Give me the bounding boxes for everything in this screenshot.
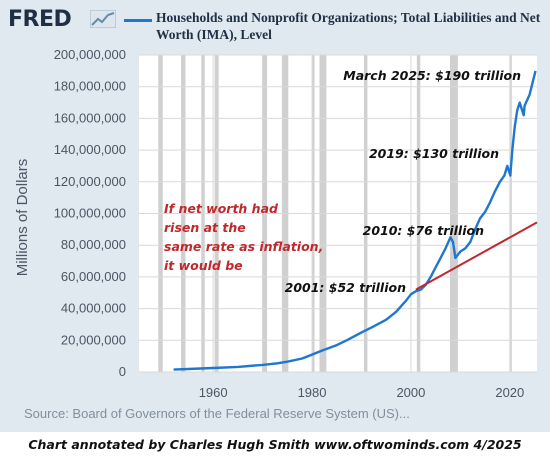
- annotation-0: March 2025: $190 trillion: [343, 68, 521, 83]
- annotation-2: 2010: $76 trillion: [363, 223, 484, 238]
- x-tick-label: 2020: [495, 385, 524, 400]
- fred-logo: FRED: [8, 7, 72, 32]
- x-tick-label: 2000: [396, 385, 425, 400]
- y-tick-label: 80,000,000: [61, 237, 126, 252]
- y-tick-label: 40,000,000: [61, 301, 126, 316]
- line-chart: 0 20,000,000 40,000,000 60,000,000 80,000,00…: [14, 47, 538, 400]
- fred-chart-icon: [90, 10, 116, 28]
- annotation-1: 2019: $130 trillion: [369, 146, 499, 161]
- annotation-inflation: If net worth had risen at the same rate as…: [164, 201, 323, 273]
- y-tick-label: 160,000,000: [54, 110, 126, 125]
- legend-swatch: [124, 19, 152, 22]
- annotation-credit: Chart annotated by Charles Hugh Smith ww…: [28, 437, 522, 452]
- y-tick-label: 120,000,000: [54, 174, 126, 189]
- legend-label: Households and Nonprofit Organizations; …: [156, 10, 541, 42]
- y-tick-label: 140,000,000: [54, 142, 126, 157]
- annotation-3: 2001: $52 trillion: [285, 280, 406, 295]
- source-note[interactable]: Source: Board of Governors of the Federa…: [24, 406, 410, 421]
- y-tick-label: 200,000,000: [54, 47, 126, 62]
- x-tick-label: 1980: [298, 385, 327, 400]
- y-tick-label: 60,000,000: [61, 269, 126, 284]
- series-line-inflation-projection: [415, 221, 538, 291]
- y-tick-label: 180,000,000: [54, 79, 126, 94]
- y-axis-title: Millions of Dollars: [14, 159, 31, 277]
- y-tick-label: 100,000,000: [54, 206, 126, 221]
- y-tick-label: 0: [119, 364, 126, 379]
- x-tick-label: 1960: [199, 385, 228, 400]
- series-line-total-liabilities-net-worth: [173, 70, 537, 371]
- y-tick-label: 20,000,000: [61, 332, 126, 347]
